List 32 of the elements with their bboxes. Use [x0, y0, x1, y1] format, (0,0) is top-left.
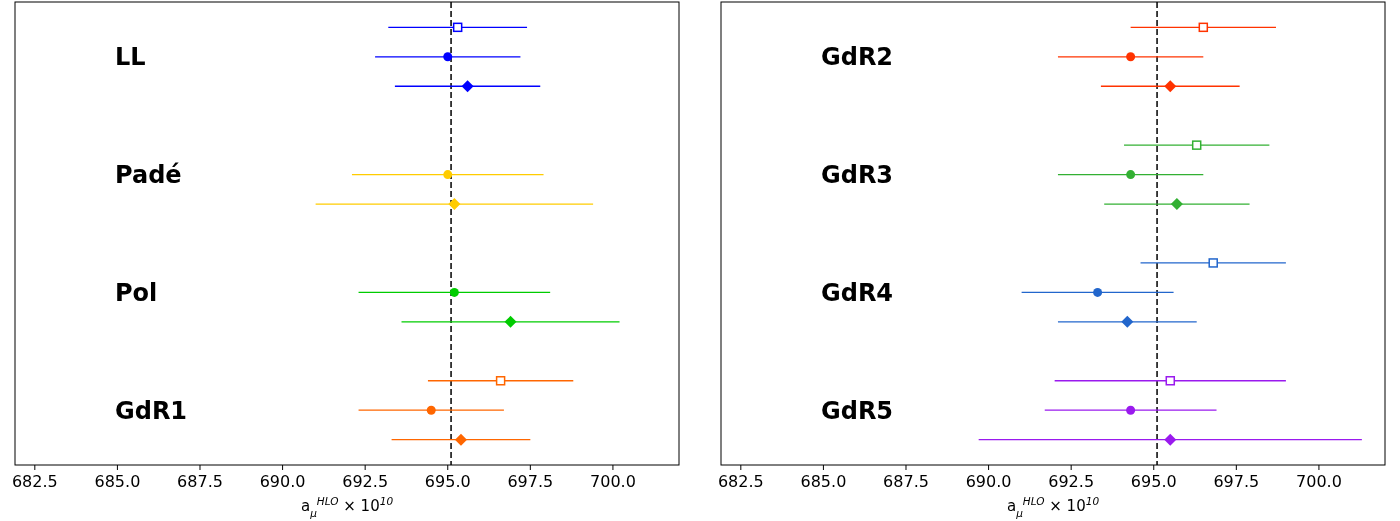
x-tick-label: 697.5	[1213, 472, 1260, 491]
x-tick-label: 682.5	[11, 472, 58, 491]
y-tick-label: GdR5	[821, 396, 894, 425]
point	[495, 376, 506, 386]
x-tick-label: 690.0	[259, 472, 306, 491]
y-tick-label: Padé	[115, 160, 182, 189]
x-tick-label: 687.5	[177, 472, 223, 491]
x-axis-title: a$_{μ}$$^{HLO}$ × 10$^{10}$	[300, 495, 394, 519]
y-tick-label: GdR1	[115, 396, 188, 425]
x-tick-label: 700.0	[590, 472, 636, 491]
x-tick-label: 690.0	[965, 472, 1012, 491]
point	[1165, 376, 1176, 386]
y-tick-label: GdR2	[821, 43, 894, 72]
x-tick-label: 700.0	[1296, 472, 1342, 491]
point	[1191, 140, 1202, 150]
point	[452, 22, 463, 33]
x-tick-label: 682.5	[717, 472, 764, 491]
y-tick-label: Pol	[115, 278, 158, 307]
x-tick-label: 685.0	[94, 472, 141, 491]
y-tick-label: GdR4	[821, 278, 894, 307]
x-tick-label: 695.0	[1130, 472, 1177, 491]
x-tick-label: 697.5	[507, 472, 554, 491]
point	[1198, 22, 1209, 33]
x-tick-label: 695.0	[424, 472, 471, 491]
x-axis-title: a$_{μ}$$^{HLO}$ × 10$^{10}$	[1006, 495, 1100, 519]
x-tick-label: 687.5	[883, 472, 929, 491]
x-tick-label: 692.5	[342, 472, 389, 491]
point	[1208, 258, 1218, 268]
y-tick-label: LL	[115, 43, 146, 72]
x-tick-label: 685.0	[800, 472, 847, 491]
x-tick-label: 692.5	[1048, 472, 1095, 491]
y-tick-label: GdR3	[821, 160, 894, 189]
